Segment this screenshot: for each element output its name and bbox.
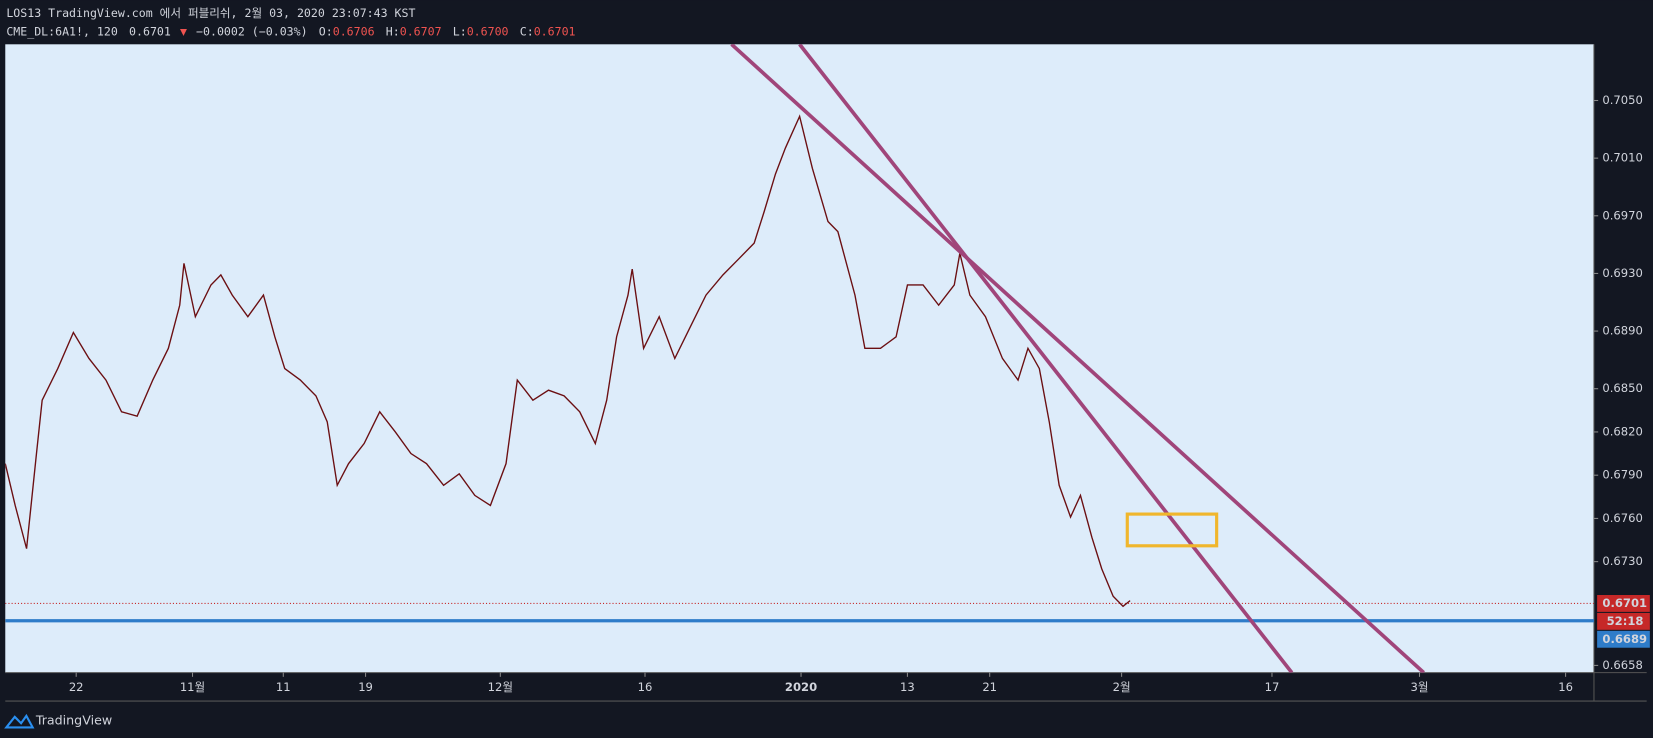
x-tick-label: 21 — [982, 680, 997, 694]
x-tick-label: 22 — [69, 680, 84, 694]
down-arrow: ▼ — [180, 24, 187, 38]
support-label-bg — [1597, 630, 1650, 648]
y-tick-label: 0.6790 — [1602, 468, 1643, 482]
countdown-bg — [1597, 612, 1650, 630]
y-tick-label: 0.7050 — [1602, 93, 1643, 107]
target-box — [1125, 512, 1219, 548]
ohlc-key: L: — [453, 24, 467, 38]
trend-line — [730, 44, 1425, 673]
price-label: 0.6701 — [1602, 596, 1647, 610]
x-tick-label: 2020 — [785, 680, 817, 694]
header-title: LOS13 TradingView.com 에서 퍼블리쉬, 2월 03, 20… — [6, 6, 415, 20]
x-tick-label: 17 — [1265, 680, 1280, 694]
trend-line — [798, 44, 1294, 673]
ohlc-value: 0.6706 — [333, 24, 375, 38]
countdown: 52:18 — [1607, 614, 1644, 628]
ohlc-value: 0.6701 — [534, 24, 576, 38]
change: −0.0002 (−0.03%) — [196, 24, 308, 38]
support-label: 0.6689 — [1602, 632, 1647, 646]
y-tick-label: 0.6730 — [1602, 554, 1643, 568]
y-tick-label: 0.7010 — [1602, 151, 1643, 165]
y-tick-label: 0.6930 — [1602, 266, 1643, 280]
x-tick-label: 11월 — [180, 680, 205, 694]
x-tick-label: 16 — [1558, 680, 1573, 694]
x-tick-label: 12월 — [488, 680, 513, 694]
last-price: 0.6701 — [129, 24, 171, 38]
y-tick-label: 0.6820 — [1602, 424, 1643, 438]
ohlc-key: H: — [386, 24, 400, 38]
header-line: CME_DL:6A1!, 120 0.6701 ▼ −0.0002 (−0.03… — [6, 24, 575, 38]
y-tick-label: 0.6760 — [1602, 511, 1643, 525]
price-label-bg — [1597, 595, 1650, 612]
x-tick-label: 11 — [276, 680, 291, 694]
y-tick-label: 0.6890 — [1602, 324, 1643, 338]
price-line — [5, 114, 1131, 608]
ohlc-key: O: — [319, 24, 333, 38]
ohlc-value: 0.6700 — [467, 24, 509, 38]
y-tick-label: 0.6850 — [1602, 381, 1643, 395]
y-tick-label: 0.6658 — [1602, 658, 1643, 672]
x-tick-label: 2월 — [1113, 680, 1131, 694]
y-tick-label: 0.6970 — [1602, 208, 1643, 222]
ohlc-key: C: — [520, 24, 534, 38]
x-tick-label: 3월 — [1410, 680, 1428, 694]
ohlc-value: 0.6707 — [400, 24, 442, 38]
plot — [5, 44, 1594, 673]
plot-area — [5, 44, 1594, 673]
logo — [4, 713, 35, 729]
x-tick-label: 16 — [638, 680, 653, 694]
x-tick-label: 13 — [900, 680, 915, 694]
x-tick-label: 19 — [358, 680, 373, 694]
footer-brand: TradingView — [35, 713, 112, 728]
symbol: CME_DL:6A1!, 120 — [6, 24, 118, 38]
